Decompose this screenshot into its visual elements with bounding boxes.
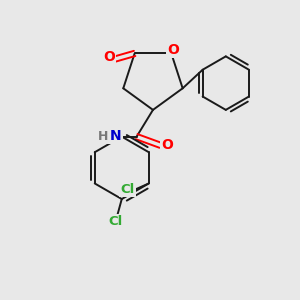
Text: O: O bbox=[161, 138, 173, 152]
Text: N: N bbox=[110, 129, 122, 143]
Text: O: O bbox=[103, 50, 115, 64]
Text: H: H bbox=[98, 130, 108, 142]
Text: Cl: Cl bbox=[109, 215, 123, 228]
Text: Cl: Cl bbox=[120, 183, 134, 196]
Text: O: O bbox=[167, 43, 179, 57]
